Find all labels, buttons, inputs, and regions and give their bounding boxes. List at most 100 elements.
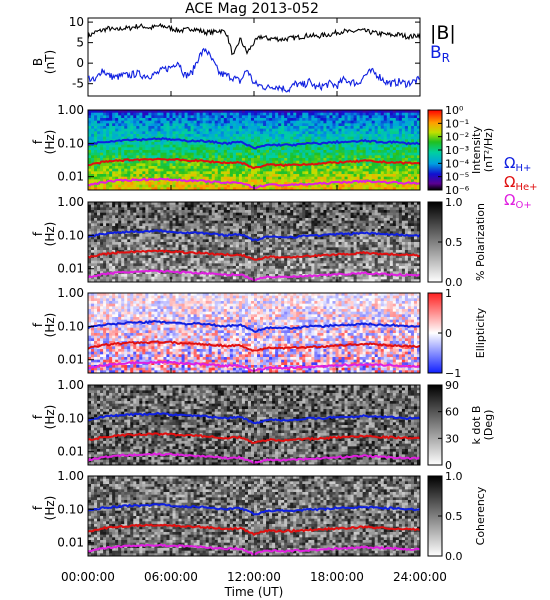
colorbar-label: k dot B [470, 406, 483, 445]
colorbar-tick-label: 10⁻¹ [445, 117, 469, 130]
colorbar-tick-label: 0 [445, 327, 452, 340]
colorbar: 90 60 30 0 k dot B (Deg) [427, 379, 495, 472]
y-tick-label: 0.10 [57, 502, 84, 516]
colorbar-unit: (Deg) [482, 410, 495, 441]
y-axis-label: f [31, 505, 45, 510]
gyrofrequency-line-he-plus [87, 340, 421, 352]
y-axis-unit: (Hz) [43, 496, 57, 521]
series-line-b-magnitude [87, 22, 421, 56]
legend-omega-o: ΩO+ [504, 191, 532, 211]
legend-omega-h-symbol: Ω [504, 154, 515, 172]
y-tick-label: 1.00 [57, 195, 84, 209]
spectrogram [88, 202, 421, 283]
y-tick-label: 0 [76, 56, 84, 70]
y-tick-label: 5 [76, 36, 84, 50]
panel-magnetic-field: 10 5 0 -5 B (nT) |B| BR [31, 15, 456, 97]
y-tick-label: 0.01 [57, 536, 84, 550]
y-tick-label: 0.01 [57, 262, 84, 276]
y-axis-unit: (Hz) [43, 405, 57, 430]
colorbar-tick-label: 10⁰ [445, 104, 464, 117]
series-line-b-radial [87, 47, 421, 94]
colorbar-tick-label: 10⁻⁵ [445, 171, 469, 184]
colorbar-tick-label: 1 [445, 287, 452, 300]
colorbar-label: Coherency [474, 486, 487, 545]
panel-coherency: 1.00 0.10 0.01 f(Hz) 1.0 0.5 0.0 Coherency [31, 469, 487, 563]
y-tick-label: 0.01 [57, 445, 84, 459]
spectrogram [88, 476, 421, 557]
y-tick-label: 0.10 [57, 228, 84, 242]
colorbar-label: Intensity [470, 126, 483, 174]
y-tick-label: 1.00 [57, 103, 84, 117]
colorbar-tick-label: 0.5 [445, 236, 463, 249]
legend-b-magnitude: |B| [430, 22, 456, 44]
x-tick-label: 18:00:00 [310, 570, 364, 584]
y-tick-label: 0.01 [57, 170, 84, 184]
colorbar-tick-label: 30 [445, 432, 459, 445]
y-tick-label: 1.00 [57, 286, 84, 300]
spectrogram [88, 110, 421, 191]
gyrofrequency-line-h-plus [87, 411, 421, 425]
legend-omega-o-symbol: Ω [504, 191, 515, 209]
gyrofrequency-line-he-plus [87, 523, 421, 537]
y-axis-label: f [31, 139, 45, 144]
y-tick-label: 10 [69, 15, 84, 29]
gyrofrequency-line-h-plus [87, 319, 421, 333]
y-axis-unit: (Hz) [43, 222, 57, 247]
y-tick-label: 1.00 [57, 378, 84, 392]
gyrofrequency-line-he-plus [87, 157, 421, 170]
legend-b-radial-symbol: B [430, 43, 442, 63]
colorbar-tick-label: 0.0 [445, 550, 463, 563]
panel-intensity: 1.00 0.10 0.01 f(Hz) 10⁰10⁻¹10⁻²10⁻³10⁻⁴10⁻⁵… [31, 103, 495, 197]
colorbar-label: % Polarization [474, 203, 487, 281]
colorbar-tick-label: 10⁻² [445, 131, 469, 144]
colorbar-tick-label: 0.0 [445, 276, 463, 289]
gyro-legend: ΩH+ ΩHe+ ΩO+ [504, 154, 538, 211]
legend-omega-h-subscript: H+ [515, 163, 531, 174]
colorbar: 1.0 0.5 0.0 Coherency [427, 470, 487, 563]
y-axis-unit: (Hz) [43, 313, 57, 338]
panel-frame [87, 17, 421, 97]
y-axis-label: f [31, 414, 45, 419]
colorbar-tick-label: 10⁻⁶ [445, 184, 470, 197]
time-axis: 00:00:00 06:00:00 12:00:00 18:00:00 24:00:00 [61, 570, 447, 584]
x-tick-label: 06:00:00 [144, 570, 198, 584]
colorbar-tick-label: 10⁻³ [445, 144, 469, 157]
spectrogram [88, 293, 421, 374]
panel-k-dot-b: 1.00 0.10 0.01 f(Hz) 90 60 30 0 k dot B (Deg) [31, 378, 495, 472]
legend-b-radial: BR [430, 43, 450, 65]
x-tick-label: 12:00:00 [227, 570, 281, 584]
colorbar: 1.0 0.5 0.0 % Polarization [427, 196, 487, 289]
colorbar-tick-label: 60 [445, 406, 459, 419]
gyrofrequency-line-h-plus [87, 503, 421, 516]
y-tick-label: 0.10 [57, 411, 84, 425]
gyrofrequency-line-h-plus [87, 136, 421, 150]
colorbar: 1 0 −1 Ellipticity [427, 287, 487, 380]
y-tick-label: 0.10 [57, 319, 84, 333]
x-axis-label: Time (UT) [224, 585, 284, 599]
gyrofrequency-line-h-plus [87, 228, 421, 242]
colorbar-tick-label: −1 [445, 367, 461, 380]
y-axis-unit: (nT) [43, 50, 57, 74]
colorbar-tick-label: 1.0 [445, 196, 463, 209]
y-tick-label: 0.01 [57, 353, 84, 367]
panel-ellipticity: 1.00 0.10 0.01 f(Hz) 1 0 −1 Ellipticity [31, 286, 487, 380]
legend-omega-h: ΩH+ [504, 154, 531, 174]
x-tick-label: 00:00:00 [61, 570, 115, 584]
panel-polarization: 1.00 0.10 0.01 f(Hz) 1.0 0.5 0.0 % Polarization [31, 195, 487, 289]
colorbar-tick-label: 1.0 [445, 470, 463, 483]
figure-title: ACE Mag 2013-052 [185, 1, 319, 17]
colorbar-unit: (nT²/Hz) [482, 128, 495, 172]
legend-omega-he-subscript: He+ [515, 182, 537, 193]
legend-omega-o-subscript: O+ [515, 200, 531, 211]
colorbar-tick-label: 90 [445, 379, 459, 392]
legend-omega-he-symbol: Ω [504, 173, 515, 191]
legend-omega-he: ΩHe+ [504, 173, 538, 193]
spectrogram [88, 385, 421, 466]
y-tick-label: -5 [72, 77, 84, 91]
colorbar-tick-label: 0 [445, 459, 452, 472]
colorbar-label: Ellipticity [474, 307, 487, 358]
colorbar-tick-label: 10⁻⁴ [445, 157, 470, 170]
y-axis-label: f [31, 322, 45, 327]
